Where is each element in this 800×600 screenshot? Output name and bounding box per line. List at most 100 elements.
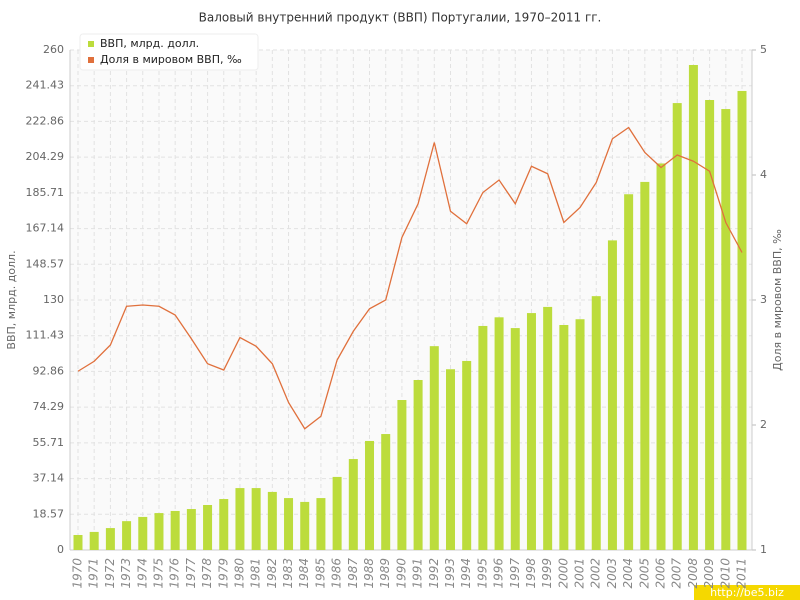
y-tick-label: 55.71 xyxy=(33,436,65,449)
x-tick-label: 1973 xyxy=(119,558,133,589)
x-tick-label: 1987 xyxy=(346,558,360,589)
bar xyxy=(494,317,504,550)
bar xyxy=(154,513,164,550)
x-tick-label: 1983 xyxy=(281,558,295,589)
bar xyxy=(688,65,698,550)
bar xyxy=(624,194,634,550)
y2-tick-label: 2 xyxy=(760,418,767,431)
bar xyxy=(203,505,213,550)
x-tick-label: 1981 xyxy=(249,558,263,589)
bar xyxy=(591,296,601,550)
bar xyxy=(397,400,407,550)
line xyxy=(77,126,743,430)
watermark: http://be5.biz xyxy=(710,586,784,599)
x-tick-label: 1980 xyxy=(232,558,246,589)
x-tick-label: 2002 xyxy=(589,558,603,589)
bar xyxy=(607,240,617,550)
bar xyxy=(429,346,439,550)
bar xyxy=(186,509,196,550)
bar xyxy=(510,328,520,550)
bar xyxy=(138,516,148,550)
x-tick-label: 2007 xyxy=(670,558,684,589)
x-tick-label: 1989 xyxy=(378,558,392,589)
x-tick-label: 1998 xyxy=(524,558,538,589)
x-tick-label: 1975 xyxy=(151,558,165,589)
bar xyxy=(332,476,342,550)
bar xyxy=(89,531,99,550)
x-tick-label: 1999 xyxy=(540,558,554,589)
y2-tick-label: 5 xyxy=(760,43,767,56)
bar xyxy=(445,369,455,550)
x-tick-label: 1971 xyxy=(87,558,101,589)
x-tick-label: 1979 xyxy=(216,558,230,589)
bar xyxy=(267,491,277,550)
bar xyxy=(526,313,536,550)
y-tick-label: 167.14 xyxy=(26,222,65,235)
bar xyxy=(559,325,569,550)
legend-marker xyxy=(88,57,94,63)
y-tick-label: 92.86 xyxy=(33,364,65,377)
x-tick-label: 2011 xyxy=(735,558,749,589)
x-tick-label: 2009 xyxy=(702,558,716,589)
legend-marker xyxy=(88,41,94,47)
x-tick-label: 1991 xyxy=(411,558,425,589)
x-tick-label: 2000 xyxy=(556,558,570,589)
y2-tick-label: 4 xyxy=(760,168,767,181)
x-tick-label: 1978 xyxy=(200,558,214,589)
y-tick-label: 204.29 xyxy=(26,150,65,163)
bar xyxy=(122,521,132,550)
bar xyxy=(365,440,375,550)
bar xyxy=(170,510,180,550)
x-tick-label: 1970 xyxy=(71,558,85,589)
plot-area xyxy=(70,50,752,550)
bar xyxy=(381,434,391,550)
bar xyxy=(284,498,294,550)
bar xyxy=(73,535,83,550)
legend-label: Доля в мировом ВВП, ‰ xyxy=(100,53,242,66)
x-tick-label: 2001 xyxy=(573,558,587,589)
x-tick-label: 1982 xyxy=(265,558,279,589)
bar xyxy=(656,163,666,550)
bar xyxy=(316,498,326,550)
bar xyxy=(348,459,358,550)
x-tick-label: 1972 xyxy=(103,558,117,589)
x-tick-label: 1984 xyxy=(297,558,311,589)
watermark-bg xyxy=(694,585,800,600)
x-tick-label: 2008 xyxy=(686,558,700,589)
bar xyxy=(721,109,731,551)
bar xyxy=(478,325,488,550)
x-tick-label: 1994 xyxy=(459,558,473,589)
legend-box xyxy=(79,33,259,71)
x-tick-label: 2004 xyxy=(621,558,635,589)
bar xyxy=(543,306,553,550)
x-tick-label: 2003 xyxy=(605,558,619,589)
bar xyxy=(575,319,585,550)
y-axis-label: ВВП, млрд. долл. xyxy=(5,250,18,349)
y-tick-label: 0 xyxy=(57,543,64,556)
bar xyxy=(300,501,310,550)
x-tick-label: 1992 xyxy=(427,558,441,589)
x-tick-label: 1974 xyxy=(135,558,149,589)
bar xyxy=(413,380,423,550)
y-tick-label: 37.14 xyxy=(33,472,65,485)
bar xyxy=(672,103,682,551)
legend-label: ВВП, млрд. долл. xyxy=(100,37,199,50)
chart-title: Валовый внутренний продукт (ВВП) Португа… xyxy=(199,11,602,25)
y-tick-label: 260 xyxy=(43,43,64,56)
x-tick-label: 1990 xyxy=(394,558,408,589)
y-tick-label: 241.43 xyxy=(26,79,65,92)
x-tick-label: 2010 xyxy=(718,558,732,589)
y-tick-label: 222.86 xyxy=(26,114,65,127)
bar xyxy=(462,360,472,550)
bar xyxy=(235,488,245,550)
x-tick-label: 1995 xyxy=(475,558,489,589)
y-tick-label: 74.29 xyxy=(33,400,65,413)
bar xyxy=(737,90,747,550)
x-tick-label: 1997 xyxy=(508,558,522,589)
x-tick-label: 1988 xyxy=(362,558,376,589)
y-tick-label: 130 xyxy=(43,293,64,306)
bar xyxy=(640,181,650,550)
x-tick-label: 1996 xyxy=(492,558,506,589)
bar xyxy=(251,488,261,550)
